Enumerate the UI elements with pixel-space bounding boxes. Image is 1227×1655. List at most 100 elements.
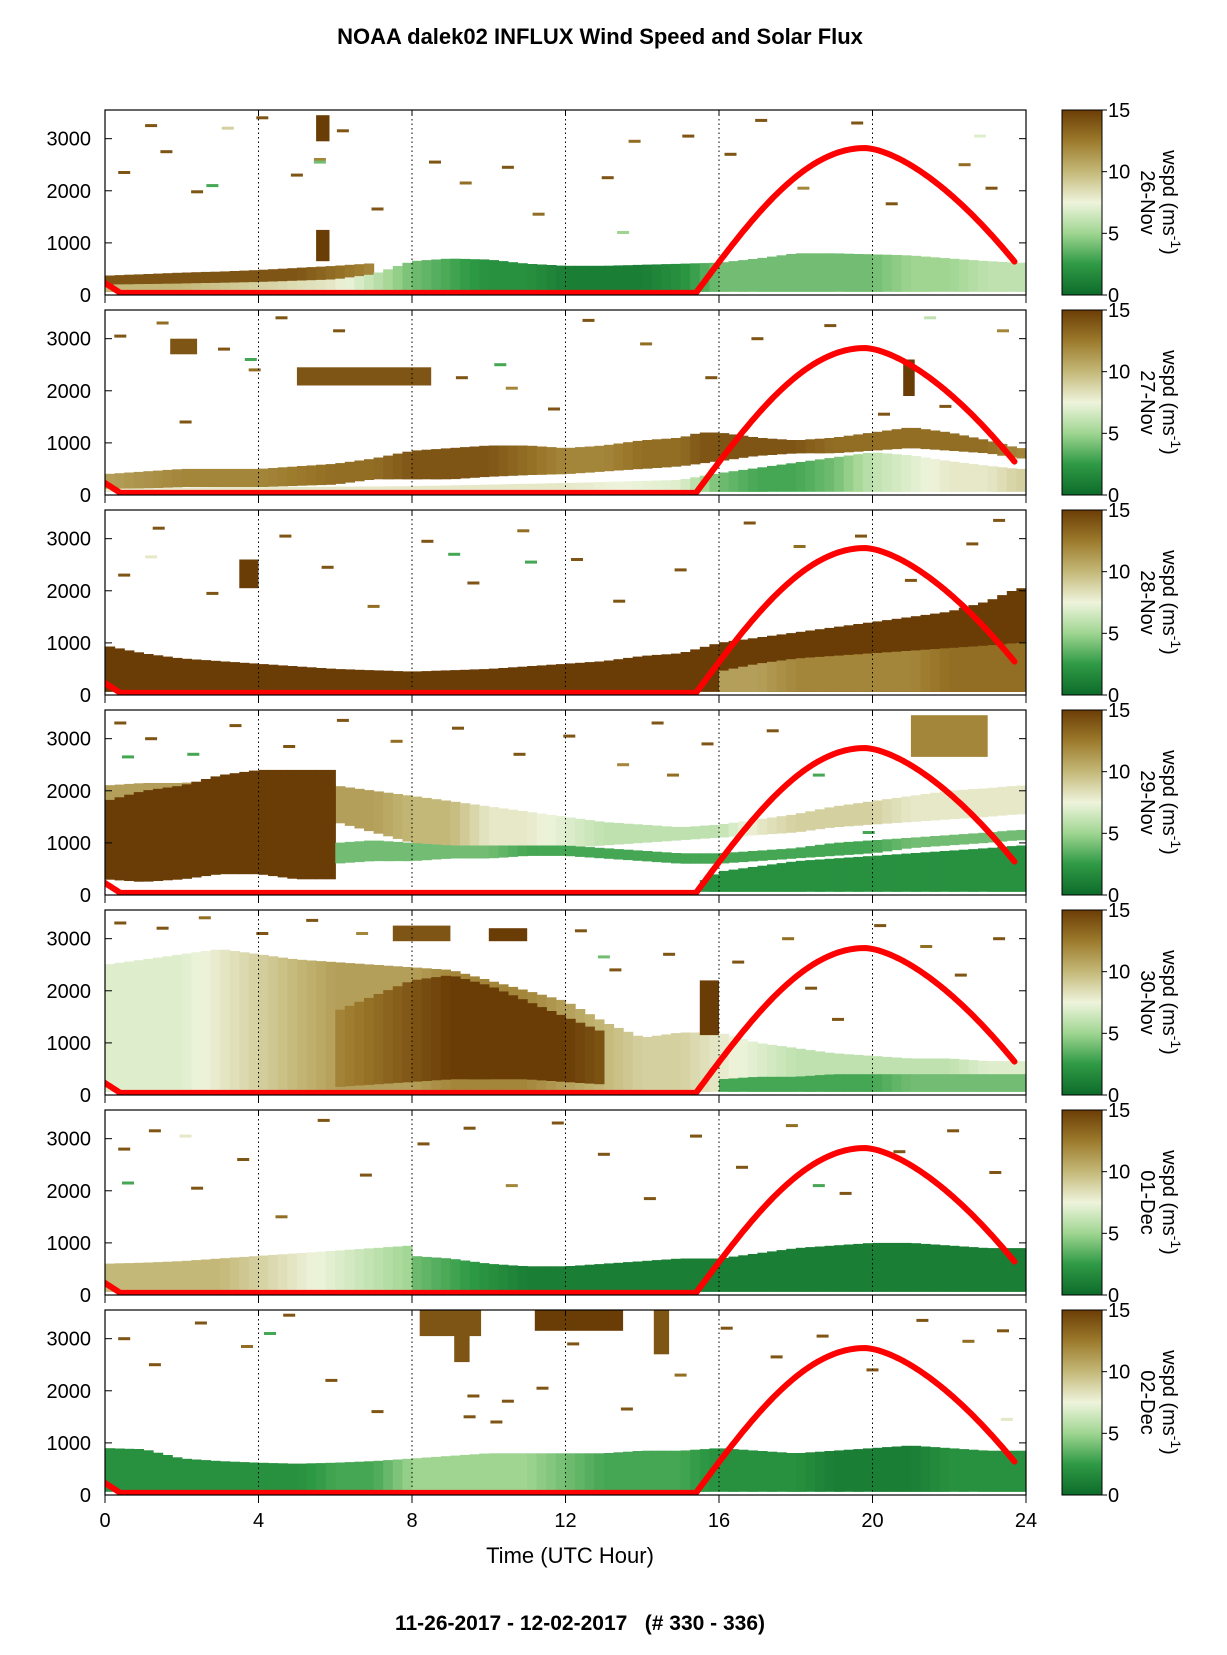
wind-layer-cell [431,977,442,1081]
wind-layer-cell [930,430,941,450]
colorbar-label: wspd (ms-1) [1158,1349,1184,1455]
wind-layer-cell [200,1259,212,1292]
wind-layer-cell [412,1256,423,1292]
wind-layer-cell [613,481,624,492]
colorbar-tick-label: 5 [1108,1023,1119,1045]
wind-layer-cell [747,437,758,457]
wind-layer-cell [172,272,183,292]
y-tick-label: 3000 [47,1329,92,1351]
wind-layer-cell [642,264,653,292]
wind-layer-cell [143,790,154,882]
wind-layer-cell [786,659,797,692]
y-tick-label: 3000 [47,929,92,951]
wind-layer-cell [767,256,778,292]
wind-speck [732,960,745,964]
wind-layer-cell [901,1242,912,1292]
wind-layer-cell [757,1451,768,1492]
wind-speck [336,129,349,133]
wind-layer-cell [930,1074,941,1092]
wind-layer-cell [709,1258,720,1292]
wind-layer-cell [603,1024,615,1092]
wind-layer-cell [296,267,308,292]
wind-layer-cell [795,860,806,892]
wind-speck [832,1017,844,1021]
wind-layer-cell [488,260,499,292]
wind-layer-cell [229,662,240,692]
colorbar [1061,309,1103,496]
wind-layer-cell [268,487,279,492]
wind-layer-cell [843,804,854,827]
wind-layer-cell [191,468,202,488]
wind-layer-cell [767,438,778,455]
wind-layer-cell [354,1001,365,1086]
wind-layer-cell [162,273,173,292]
wind-speck [248,368,261,372]
wind-layer-cell [623,1031,634,1092]
wind-layer-cell [450,1455,461,1492]
wind-layer-cell [498,845,509,858]
wind-layer-cell [786,814,797,833]
wind-speck [448,552,461,556]
wind-layer-cell [910,255,922,292]
wind-layer-cell [795,1048,806,1092]
wind-layer-cell [536,813,547,850]
wind-layer-cell [460,803,471,850]
wind-layer-cell [1016,588,1026,692]
wind-layer-cell [153,1262,164,1292]
wind-layer-cell [690,826,701,840]
wind-layer-cell [728,1078,739,1092]
wind-layer-cell [968,260,979,292]
wind-layer-cell [450,447,461,480]
colorbar [1061,1309,1103,1496]
wind-layer-cell [555,483,567,492]
wind-layer-cell [920,429,931,450]
colorbar-tick-label: 10 [1108,1162,1130,1184]
wind-layer-cell [978,1074,989,1092]
wind-layer-cell [220,949,231,1092]
wind-layer-cell [920,1243,931,1292]
wind-speck [367,604,380,608]
wind-speck [275,1215,288,1219]
wind-layer-cell [536,1453,547,1492]
wind-layer-cell [642,1260,653,1292]
wind-layer-cell [440,448,451,480]
wind-layer-cell [757,1252,768,1292]
wind-layer-cell [872,1056,883,1092]
wind-layer-cell [239,487,250,492]
wind-layer-cell [747,1254,758,1292]
wind-layer-cell [1016,448,1026,459]
wind-speck [770,1355,783,1359]
colorbar-tick-label: 15 [1108,500,1130,522]
wind-layer-cell [172,1457,183,1492]
wind-layer-cell [968,1247,979,1292]
wind-layer-cell [527,1266,538,1292]
wind-layer-cell [517,445,528,476]
wind-layer-cell [632,1035,643,1092]
wind-layer-cell [661,1259,672,1292]
wind-layer-cell [344,787,355,826]
wind-layer-cell [594,847,605,859]
wind-speck [667,773,679,777]
wind-layer-cell [584,1026,595,1084]
colorbar-label-main: wspd (ms [1158,949,1180,1036]
wind-layer-cell [757,1043,768,1092]
wind-speck [939,404,952,408]
wind-layer-cell [767,1251,778,1292]
wind-layer-cell [920,1074,931,1092]
wind-layer-cell [968,1449,979,1492]
wind-layer-cell [776,1250,787,1292]
wind-layer-cell [248,770,260,875]
wind-layer-cell [757,438,768,456]
wind-layer-cell [575,447,586,474]
wind-layer-cell [172,283,183,292]
wind-layer-cell [239,282,250,292]
wind-layer-cell [181,283,192,292]
wind-layer-cell [891,255,902,292]
wind-layer-cell [172,1261,183,1292]
wind-layer-cell [978,260,989,292]
wind-layer-cell [949,834,960,846]
wind-speck [974,134,986,138]
wind-layer-cell [834,456,845,492]
wind-layer-cell [469,1454,480,1492]
wind-layer-cell [680,652,691,692]
